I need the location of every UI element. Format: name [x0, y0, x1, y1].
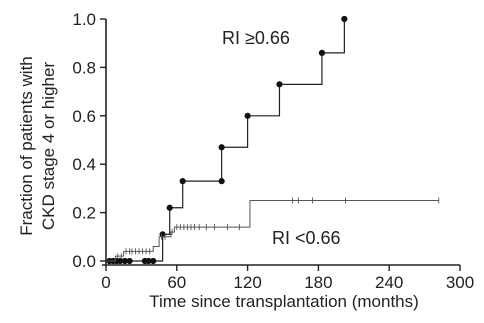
- event-point: [244, 112, 251, 119]
- annotation-ri-low: RI <0.66: [272, 228, 341, 248]
- event-point: [179, 178, 186, 185]
- y-tick-label: 0.6: [72, 107, 96, 126]
- event-point: [318, 49, 326, 56]
- y-axis-title-line-1: Fraction of patients with: [17, 56, 36, 236]
- y-tick-label: 0.0: [72, 252, 96, 271]
- x-tick-label: 180: [304, 273, 332, 292]
- event-point: [145, 257, 152, 265]
- event-point: [166, 204, 173, 211]
- x-tick-label: 60: [167, 273, 186, 292]
- event-point: [341, 15, 348, 23]
- event-point: [218, 144, 225, 151]
- series-ri-low-line: [106, 200, 439, 262]
- event-point: [117, 257, 124, 265]
- x-tick-label: 240: [375, 273, 403, 292]
- x-axis-title: Time since transplantation (months): [149, 292, 419, 311]
- series-ri-high-line: [106, 19, 345, 262]
- x-tick-label: 0: [101, 273, 110, 292]
- event-point: [218, 178, 225, 185]
- y-tick-label: 1.0: [72, 10, 96, 29]
- y-tick-label: 0.4: [72, 155, 96, 174]
- event-point: [121, 257, 128, 265]
- x-tick-label: 120: [233, 273, 261, 292]
- annotation-ri-high: RI ≥0.66: [222, 28, 290, 48]
- y-axis-title-line-2: CKD stage 4 or higher: [39, 62, 58, 231]
- event-point: [126, 257, 133, 265]
- x-tick-label: 300: [446, 273, 474, 292]
- event-point: [150, 257, 157, 265]
- y-tick-label: 0.2: [72, 204, 96, 223]
- y-tick-label: 0.8: [72, 58, 96, 77]
- event-point: [276, 81, 283, 88]
- y-axis-title: Fraction of patients with CKD stage 4 or…: [17, 56, 58, 236]
